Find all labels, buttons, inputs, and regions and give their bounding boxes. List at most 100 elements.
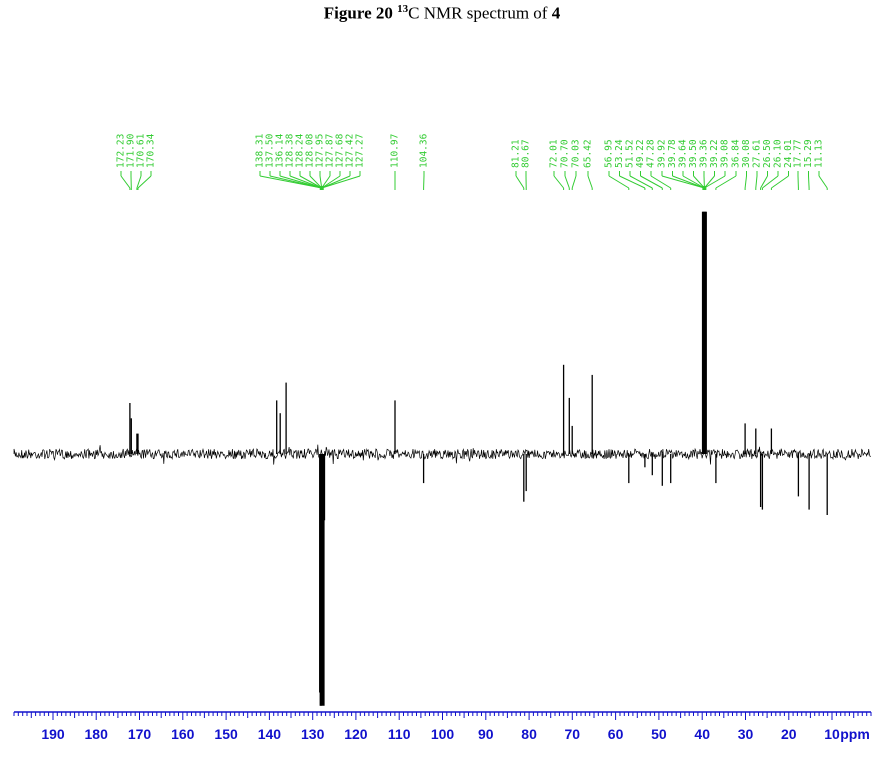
- peak-label: 138.31: [255, 133, 266, 168]
- peak-label: 127.95: [315, 134, 326, 168]
- peak-label: 127.68: [335, 133, 346, 168]
- x-tick-label: 70: [565, 726, 581, 742]
- peak-label-connector: [715, 175, 737, 189]
- isotope-superscript: 13: [397, 3, 409, 15]
- x-tick-label: 180: [85, 726, 109, 742]
- figure-title: Figure 20 13C NMR spectrum of 4: [0, 3, 884, 24]
- peak-label-connector: [321, 175, 341, 189]
- peak-label: 127.87: [325, 134, 336, 168]
- peak-label-connector: [279, 175, 322, 189]
- peak-label-connector: [650, 175, 671, 189]
- x-tick-label: 30: [738, 726, 754, 742]
- peak-label: 39.78: [667, 139, 678, 168]
- peak-label: 26.10: [773, 139, 784, 168]
- label-convergence-marker: [319, 186, 324, 190]
- peak-label: 51.52: [625, 139, 636, 168]
- x-tick-label: 10: [824, 726, 840, 742]
- peak-label: 17.77: [793, 139, 804, 168]
- peak-label: 70.70: [560, 139, 571, 168]
- peak-label-connector: [771, 175, 789, 189]
- peak-label-connector: [682, 175, 705, 189]
- peak-label: 128.08: [305, 133, 316, 168]
- peak-label-connector: [136, 175, 142, 189]
- peak-label: 65.42: [583, 139, 594, 168]
- peak-label-connector: [629, 175, 653, 189]
- peak-label: 36.84: [731, 139, 742, 168]
- x-axis: 190 180 170 160 150 140 130 120 110 100 90 80 70 60 50…: [13, 711, 872, 742]
- x-tick-label: 140: [258, 726, 282, 742]
- peak-label-connector: [571, 175, 577, 189]
- peak-label: 39.92: [657, 139, 668, 168]
- figure-number: Figure 20: [323, 3, 393, 23]
- peak-label: 80.67: [521, 139, 532, 168]
- peak-label-connector: [564, 175, 570, 189]
- peak-label-connector: [289, 175, 322, 189]
- peak-label-connector: [120, 175, 131, 189]
- x-tick-label: 80: [521, 726, 537, 742]
- peak-label: 47.28: [646, 139, 657, 168]
- peak-label-connector: [587, 175, 593, 189]
- x-tick-label: 60: [608, 726, 624, 742]
- peak-label: 171.90: [126, 133, 137, 168]
- peak-label-connector: [608, 175, 630, 189]
- peak-label: 81.21: [511, 139, 522, 168]
- x-tick-label: 90: [478, 726, 494, 742]
- peak-label-connector: [744, 175, 747, 189]
- label-convergence-marker: [702, 186, 707, 190]
- peak-label: 49.22: [635, 139, 646, 168]
- peak-label: 170.34: [146, 133, 157, 168]
- peak-label: 128.38: [285, 133, 296, 168]
- x-tick-label: 50: [651, 726, 667, 742]
- peak-label-connector: [755, 175, 758, 189]
- peak-label-connector: [619, 175, 646, 189]
- peak-label: 27.61: [752, 139, 763, 168]
- peak-label: 26.50: [762, 139, 773, 168]
- compound-number: 4: [551, 3, 561, 23]
- peak-labels-layer: 172.23 171.90 170.61 170.34 138.31 137.50 136.…: [116, 133, 828, 190]
- peak-label-connector: [640, 175, 663, 189]
- peak-label: 56.95: [604, 139, 615, 168]
- x-tick-label: 150: [214, 726, 238, 742]
- peak-label-connector: [808, 175, 810, 189]
- peak-label-connector: [321, 175, 361, 189]
- x-axis-unit-label: ppm: [840, 726, 870, 742]
- peak-label: 15.29: [803, 139, 814, 168]
- x-tick-label: 110: [388, 726, 411, 742]
- peak-label: 39.22: [709, 139, 720, 168]
- peak-label: 127.42: [345, 134, 356, 168]
- peak-label: 136.14: [275, 133, 286, 168]
- peak-label-connector: [553, 175, 564, 189]
- peak-label: 30.08: [741, 139, 752, 168]
- x-tick-label: 40: [694, 726, 710, 742]
- peak-label-connector: [704, 175, 726, 189]
- x-tick-label: 120: [344, 726, 368, 742]
- peak-label: 39.08: [720, 139, 731, 168]
- x-tick-label: 100: [431, 726, 455, 742]
- x-tick-label: 130: [301, 726, 325, 742]
- aromatic-cluster-band: [319, 454, 325, 706]
- peak-label: 39.64: [678, 139, 689, 168]
- peak-label-connector: [672, 175, 705, 189]
- peak-label-connector: [137, 175, 152, 189]
- peak-label: 170.61: [136, 133, 147, 168]
- peak-label: 127.27: [355, 134, 366, 168]
- peak-label-connector: [661, 175, 705, 189]
- peak-label: 53.24: [614, 139, 625, 168]
- spectrum-layer: [13, 211, 871, 706]
- peak-label: 39.36: [699, 139, 710, 168]
- x-tick-label: 190: [41, 726, 65, 742]
- x-tick-label: 160: [171, 726, 195, 742]
- peak-label-connector: [818, 175, 828, 189]
- peak-label-connector: [762, 175, 779, 189]
- peak-label-connector: [299, 175, 322, 189]
- peak-label: 11.13: [814, 139, 825, 168]
- peak-label-connector: [760, 175, 768, 189]
- peak-label: 39.50: [688, 139, 699, 168]
- x-tick-label: 170: [128, 726, 152, 742]
- peak-label: 137.50: [265, 133, 276, 168]
- peak-label: 24.01: [783, 139, 794, 168]
- title-main-text: C NMR spectrum of: [408, 3, 548, 23]
- x-tick-label: 20: [781, 726, 797, 742]
- peak-label: 104.36: [419, 133, 430, 168]
- peak-label: 110.97: [390, 134, 401, 168]
